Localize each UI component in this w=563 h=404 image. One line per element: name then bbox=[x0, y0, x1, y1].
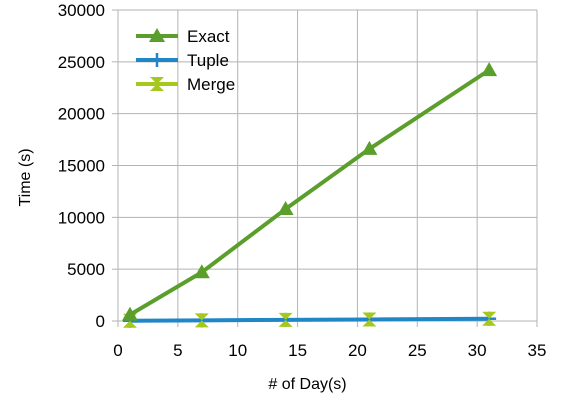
data-point-merge bbox=[194, 313, 209, 328]
series-layer bbox=[121, 62, 498, 328]
legend-marker bbox=[150, 77, 164, 91]
legend-marker bbox=[149, 28, 165, 42]
x-tick-label: 5 bbox=[173, 341, 182, 360]
y-tick-label: 5000 bbox=[67, 260, 105, 279]
legend-label: Exact bbox=[187, 27, 230, 46]
series-tuple bbox=[122, 311, 497, 328]
legend-label: Merge bbox=[187, 75, 235, 94]
legend-item-merge: Merge bbox=[136, 75, 235, 94]
legend-label: Tuple bbox=[187, 51, 229, 70]
data-point-exact bbox=[277, 201, 294, 216]
x-tick-label: 30 bbox=[468, 341, 487, 360]
data-point-merge bbox=[278, 312, 293, 327]
tick-labels: 0 5 10 15 20 25 30 35 0 5000 10000 15000 20000 25000 3… bbox=[58, 1, 547, 360]
legend-item-exact: Exact bbox=[136, 27, 230, 46]
series-line-exact bbox=[128, 68, 491, 317]
x-tick-label: 35 bbox=[528, 341, 547, 360]
x-tick-label: 10 bbox=[228, 341, 247, 360]
grid bbox=[117, 9, 538, 322]
legend: Exact Tuple Merge bbox=[136, 27, 235, 94]
x-tick-label: 25 bbox=[408, 341, 427, 360]
data-point-merge bbox=[362, 312, 377, 327]
legend-marker bbox=[150, 53, 164, 67]
y-tick-label: 30000 bbox=[58, 1, 105, 20]
y-tick-label: 20000 bbox=[58, 105, 105, 124]
x-tick-label: 0 bbox=[113, 341, 122, 360]
series-line-tuple bbox=[129, 316, 490, 323]
data-point-exact bbox=[121, 306, 138, 321]
data-point-merge bbox=[482, 311, 497, 326]
legend-item-tuple: Tuple bbox=[136, 51, 229, 70]
x-tick-label: 20 bbox=[348, 341, 367, 360]
y-tick-label: 25000 bbox=[58, 53, 105, 72]
y-axis-title: Time (s) bbox=[17, 148, 34, 206]
x-axis-title: # of Day(s) bbox=[268, 376, 346, 393]
y-tick-label: 15000 bbox=[58, 157, 105, 176]
series-exact bbox=[121, 62, 498, 321]
axes bbox=[112, 9, 538, 327]
data-point-exact bbox=[193, 264, 210, 279]
data-point-exact bbox=[481, 62, 498, 77]
y-tick-label: 10000 bbox=[58, 208, 105, 227]
data-point-exact bbox=[361, 140, 378, 155]
x-tick-label: 15 bbox=[288, 341, 307, 360]
y-tick-label: 0 bbox=[96, 312, 105, 331]
